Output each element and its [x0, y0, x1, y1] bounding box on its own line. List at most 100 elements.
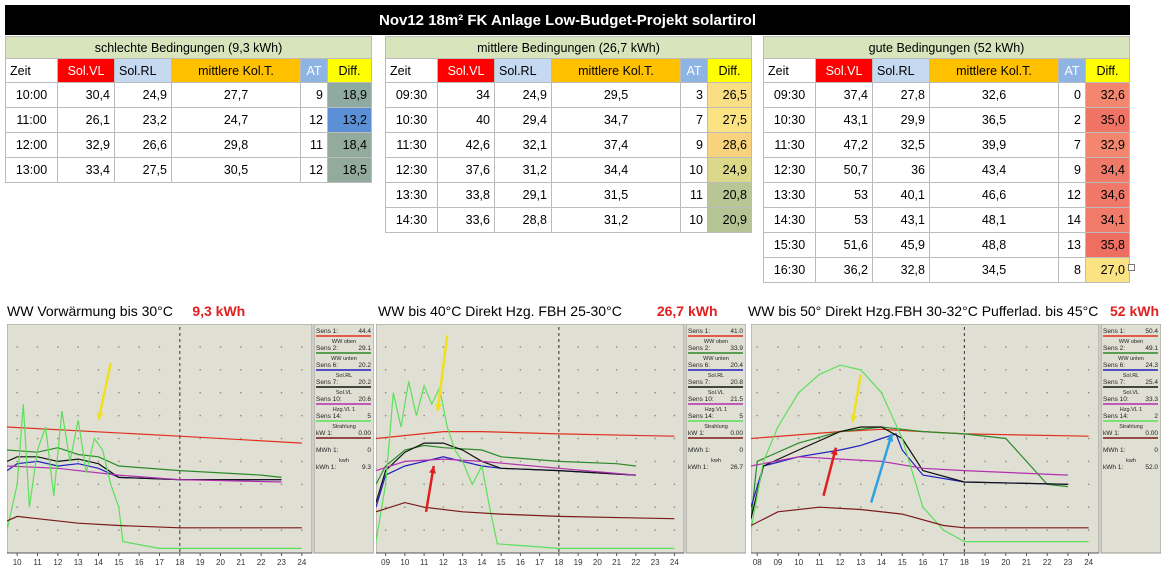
cell-at: 12 [300, 157, 328, 183]
grid-dot [922, 392, 924, 394]
grid-dot [519, 414, 522, 417]
grid-dot [500, 483, 502, 485]
table-medium-conditions: mittlere Bedingungen (26,7 kWh) Zeit Sol.V… [385, 36, 752, 233]
grid-dot [615, 346, 618, 348]
table-row: 13:00 33,4 27,5 30,5 12 18,5 [5, 157, 372, 183]
cell-zeit: 13:30 [385, 182, 438, 208]
grid-dot [558, 529, 560, 531]
cell-at: 7 [680, 107, 708, 133]
grid-dot [860, 460, 862, 463]
grid-dot [97, 346, 100, 348]
grid-dot [404, 529, 406, 531]
grid-dot [16, 529, 18, 531]
grid-dot [1067, 529, 1069, 531]
cell-sol-vl: 53 [815, 207, 873, 233]
grid-dot [1005, 414, 1007, 417]
col-at: AT [1058, 58, 1086, 83]
legend-sensor-label: kWh 1: [688, 464, 708, 471]
grid-dot [1046, 346, 1048, 348]
cell-kol-t: 37,4 [551, 132, 681, 158]
cell-zeit: 10:30 [763, 107, 816, 133]
condition-header: schlechte Bedingungen (9,3 kWh) [5, 36, 372, 59]
grid-dot [423, 529, 425, 531]
grid-dot [461, 346, 464, 348]
grid-dot [654, 483, 656, 485]
grid-dot [901, 392, 903, 394]
cell-sol-rl: 43,1 [872, 207, 930, 233]
grid-dot [500, 414, 502, 417]
cell-zeit: 09:30 [763, 82, 816, 108]
legend-sensor-label: MWh 1: [316, 447, 339, 454]
x-tick-label: 23 [1063, 558, 1072, 567]
grid-dot [596, 483, 599, 485]
x-tick-label: 21 [236, 558, 245, 567]
table-row: 14:30 33,6 28,8 31,2 10 20,9 [385, 207, 752, 233]
x-tick-label: 08 [753, 558, 762, 567]
grid-dot [1046, 369, 1048, 371]
grid-dot [461, 414, 464, 417]
grid-dot [280, 414, 283, 417]
x-tick-label: 23 [651, 558, 660, 567]
grid-dot [384, 529, 387, 531]
grid-dot [500, 369, 502, 371]
legend-value: 29.1 [358, 345, 371, 352]
legend-series-name: WW oben [332, 339, 356, 345]
grid-dot [839, 529, 841, 531]
grid-dot [301, 392, 303, 394]
x-tick-label: 19 [574, 558, 583, 567]
legend-series-name: WW unten [331, 356, 357, 362]
grid-dot [615, 392, 618, 394]
grid-dot [1025, 529, 1028, 531]
legend-value: 20.6 [358, 396, 371, 403]
legend-series-name: Sol.VL [1123, 390, 1139, 396]
grid-dot [1025, 392, 1028, 394]
grid-dot [673, 483, 676, 485]
legend-sensor-label: Sens 14: [1103, 413, 1129, 420]
resize-handle[interactable] [1128, 264, 1135, 271]
grid-dot [777, 346, 779, 348]
legend-value: 5 [739, 413, 743, 420]
x-tick-label: 20 [593, 558, 602, 567]
x-tick-label: 22 [1043, 558, 1052, 567]
grid-dot [57, 506, 59, 508]
grid-dot [818, 414, 821, 417]
grid-dot [942, 483, 945, 485]
cell-kol-t: 34,4 [551, 157, 681, 183]
legend-series-name: WW unten [703, 356, 729, 362]
x-tick-label: 24 [1084, 558, 1093, 567]
series-strahlung [751, 364, 1089, 543]
grid-dot [77, 437, 79, 440]
x-tick-label: 13 [856, 558, 865, 567]
grid-dot [301, 483, 303, 485]
chart-title-3: WW bis 50° Direkt Hzg.FBH 30-32°C Puffer… [748, 303, 1160, 319]
cell-sol-vl: 37,6 [437, 157, 495, 183]
cell-sol-rl: 45,9 [872, 232, 930, 258]
cell-sol-vl: 51,6 [815, 232, 873, 258]
grid-dot [635, 414, 637, 417]
legend-value: 20.2 [358, 362, 371, 369]
legend-sensor-label: Sens 2: [316, 345, 338, 352]
grid-dot [158, 460, 161, 463]
grid-dot [260, 460, 262, 463]
legend-series-name: Sol.RL [708, 373, 725, 379]
legend-sensor-label: Sens 6: [1103, 362, 1125, 369]
grid-dot [138, 414, 140, 417]
cell-sol-vl: 26,1 [57, 107, 115, 133]
x-tick-label: 11 [420, 558, 429, 567]
grid-dot [280, 460, 283, 463]
grid-dot [519, 437, 522, 440]
grid-dot [384, 392, 387, 394]
annotation-arrow [97, 362, 112, 421]
grid-dot [280, 506, 283, 508]
grid-dot [756, 529, 758, 531]
grid-dot [158, 437, 161, 440]
grid-dot [839, 483, 841, 485]
grid-dot [538, 483, 541, 485]
grid-dot [500, 392, 502, 394]
col-sol-vl: Sol.VL [815, 58, 873, 83]
grid-dot [839, 437, 841, 440]
cell-diff: 18,9 [327, 82, 372, 108]
grid-dot [384, 369, 387, 371]
cell-zeit: 11:00 [5, 107, 58, 133]
cell-zeit: 09:30 [385, 82, 438, 108]
